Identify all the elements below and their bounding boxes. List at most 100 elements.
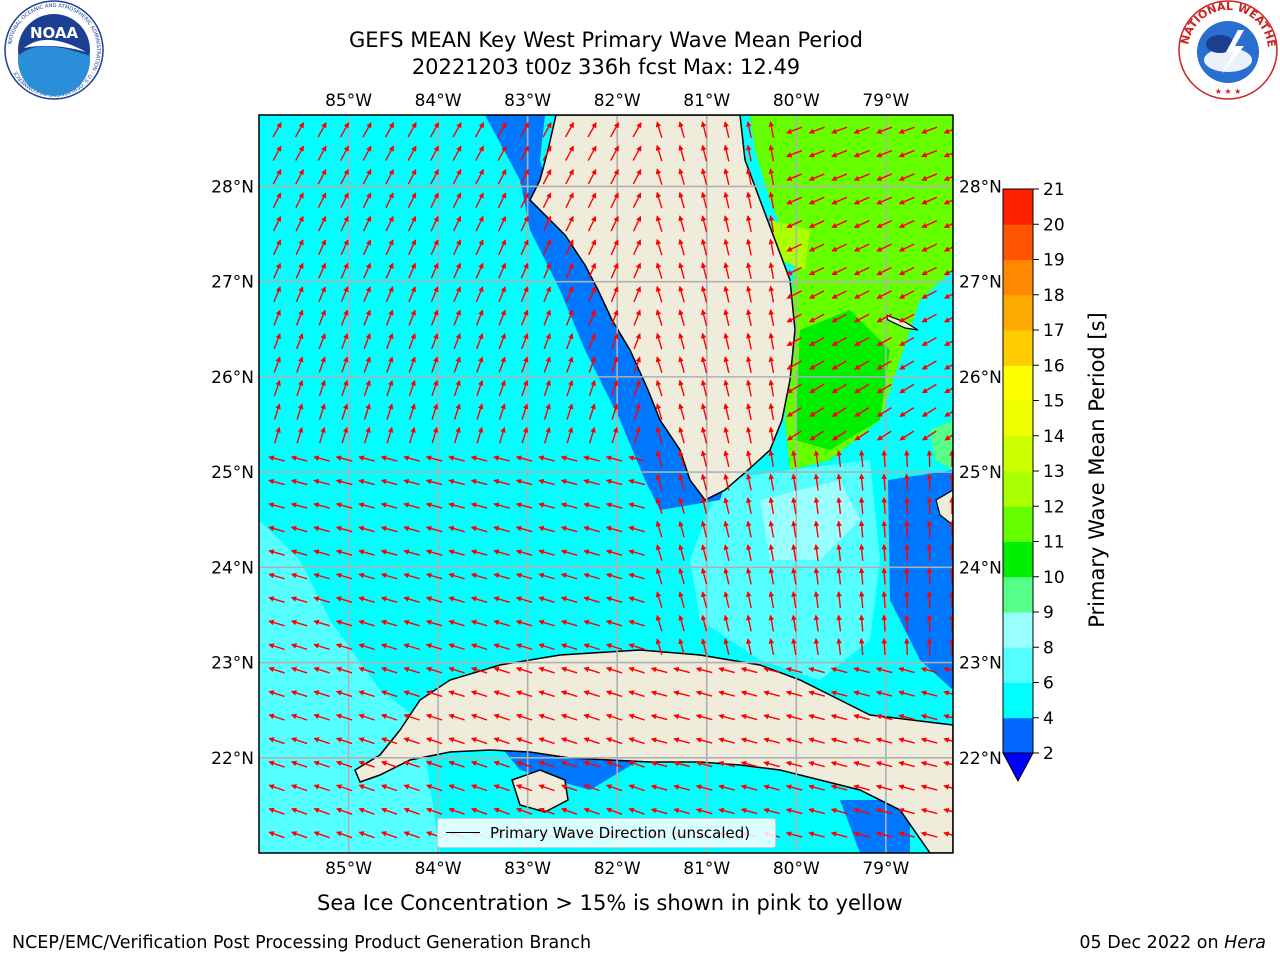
- wave-arrow: [853, 126, 870, 134]
- lon-labels-top: 85°W 84°W 83°W 82°W 81°W 80°W 79°W: [325, 91, 909, 111]
- wave-arrow: [363, 239, 372, 256]
- wave-arrow: [425, 760, 443, 768]
- wave-arrow: [813, 590, 820, 609]
- wave-arrow: [786, 266, 802, 276]
- wave-arrow: [313, 807, 330, 815]
- wave-arrow: [830, 126, 848, 134]
- wave-arrow: [655, 168, 663, 185]
- wave-arrow: [313, 478, 330, 486]
- wave-arrow: [650, 807, 668, 815]
- lon-label-top: 79°W: [862, 91, 909, 111]
- wave-arrow: [808, 737, 825, 744]
- wave-arrow: [290, 455, 308, 462]
- wave-arrow: [425, 737, 443, 745]
- wave-arrow: [786, 407, 802, 417]
- wave-arrow: [560, 596, 578, 603]
- wave-arrow: [678, 544, 685, 561]
- wave-arrow: [920, 666, 938, 674]
- lon-label-top: 82°W: [594, 91, 641, 111]
- wave-arrow: [341, 356, 349, 373]
- wave-arrow: [881, 520, 888, 538]
- wave-arrow: [858, 590, 865, 609]
- wave-arrow: [904, 496, 910, 515]
- wave-arrow: [453, 239, 462, 256]
- wave-arrow: [786, 360, 802, 370]
- wave-arrow: [785, 666, 803, 674]
- wave-arrow: [318, 332, 326, 350]
- wave-arrow: [858, 614, 865, 632]
- wave-arrow: [813, 520, 820, 538]
- wave-arrow: [610, 286, 619, 303]
- wave-arrow: [763, 666, 780, 674]
- wave-arrow: [875, 831, 893, 838]
- wave-arrow: [335, 525, 353, 533]
- wave-arrow: [294, 122, 305, 138]
- wave-arrow: [791, 614, 797, 632]
- wave-arrow: [295, 145, 304, 161]
- wave-arrow: [858, 543, 865, 562]
- wave-arrow: [830, 690, 848, 697]
- wave-arrow: [813, 543, 820, 562]
- wave-arrow: [268, 831, 285, 839]
- wave-arrow: [628, 784, 645, 792]
- wave-arrow: [290, 596, 308, 603]
- wave-arrow: [588, 403, 596, 420]
- wave-arrow: [358, 690, 375, 698]
- wave-arrow: [272, 145, 282, 161]
- wave-arrow: [272, 215, 282, 232]
- wave-arrow: [385, 309, 394, 326]
- wave-arrow: [898, 243, 915, 252]
- wave-arrow: [808, 760, 825, 768]
- wave-arrow: [830, 807, 848, 815]
- wave-arrow: [746, 144, 752, 162]
- wave-arrow: [768, 356, 775, 373]
- wave-arrow: [853, 313, 870, 323]
- wave-arrow: [746, 356, 752, 373]
- wave-arrow: [898, 196, 915, 205]
- wave-arrow: [786, 336, 802, 347]
- wave-arrow: [538, 549, 555, 556]
- wave-arrow: [943, 760, 953, 767]
- wave-arrow: [543, 379, 551, 397]
- wave-arrow: [700, 285, 708, 303]
- wave-arrow: [836, 496, 842, 515]
- wave-arrow: [268, 525, 285, 533]
- wave-arrow: [313, 690, 330, 698]
- wave-arrow: [340, 215, 349, 232]
- wave-arrow: [628, 643, 645, 651]
- wave-arrow: [318, 309, 326, 326]
- wave-arrow: [363, 309, 371, 326]
- lat-label-right: 28°N: [959, 177, 1002, 197]
- wave-arrow: [385, 286, 394, 303]
- wave-arrow: [943, 293, 953, 299]
- wave-arrow: [290, 643, 308, 651]
- wave-arrow: [718, 666, 735, 674]
- wave-arrow: [899, 430, 915, 441]
- wave-arrow: [763, 760, 780, 768]
- wave-arrow: [521, 426, 529, 444]
- wave-arrow: [633, 426, 641, 444]
- wave-arrow: [268, 596, 285, 603]
- wave-arrow: [853, 760, 870, 768]
- colorbar-segment: [1003, 189, 1033, 225]
- wave-arrow: [521, 356, 529, 373]
- wave-arrow: [723, 497, 730, 514]
- wave-arrow: [768, 309, 775, 326]
- wave-arrow: [809, 407, 825, 417]
- wave-arrow: [746, 614, 752, 632]
- wave-arrow: [695, 807, 713, 815]
- wave-arrow: [520, 215, 529, 232]
- wave-arrow: [335, 455, 353, 462]
- wave-arrow: [898, 173, 915, 181]
- wave-arrow: [628, 666, 645, 674]
- wave-arrow: [358, 596, 375, 603]
- wave-arrow: [453, 426, 461, 444]
- wave-arrow: [853, 690, 870, 697]
- wave-arrow: [678, 450, 685, 467]
- wave-arrow: [295, 286, 304, 303]
- wave-arrow: [899, 383, 915, 394]
- lat-label-left: 26°N: [211, 368, 254, 388]
- wave-arrow: [290, 619, 308, 627]
- wave-arrow: [763, 737, 780, 744]
- wave-arrow: [519, 122, 530, 138]
